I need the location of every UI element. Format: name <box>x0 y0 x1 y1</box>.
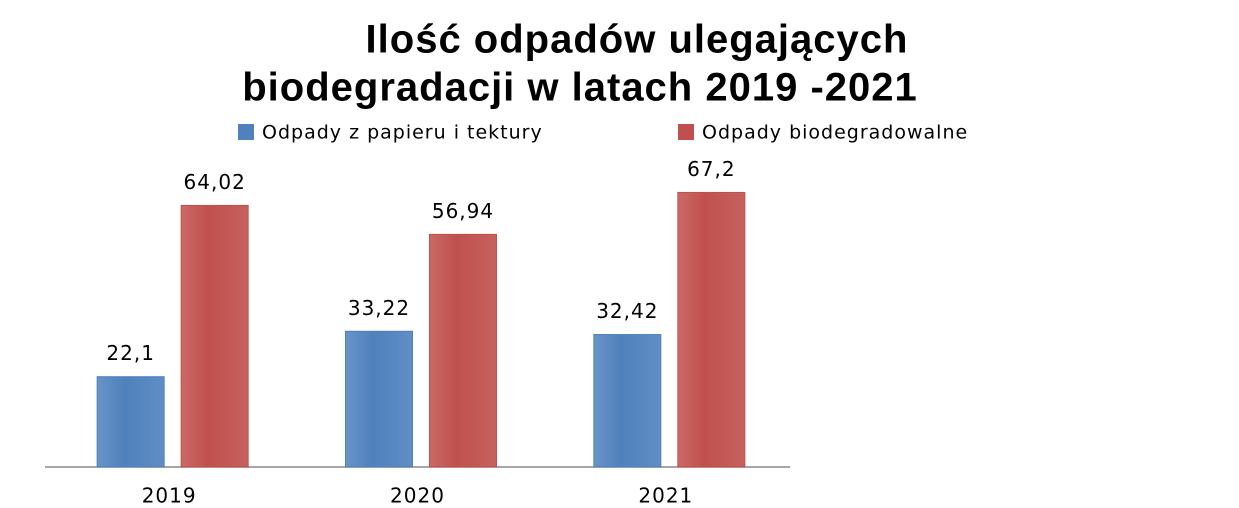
legend-label: Odpady biodegradowalne <box>702 122 968 144</box>
data-label: 64,02 <box>184 170 246 194</box>
bar <box>593 334 662 468</box>
data-label: 67,2 <box>687 157 736 181</box>
legend-swatch <box>238 124 254 140</box>
x-tick-label: 2019 <box>142 484 197 508</box>
chart-title: biodegradacji w latach 2019 -2021 <box>242 66 918 110</box>
bar <box>429 233 497 468</box>
data-label: 22,1 <box>106 341 155 365</box>
bar <box>180 204 249 468</box>
data-label: 56,94 <box>432 199 494 223</box>
data-label: 32,42 <box>596 299 658 323</box>
legend-swatch <box>678 124 694 140</box>
bar <box>345 330 413 468</box>
bar <box>677 191 746 468</box>
bar <box>96 376 165 468</box>
chart-title: Ilość odpadów ulegających <box>366 18 909 62</box>
legend-label: Odpady z papieru i tektury <box>262 122 543 144</box>
x-tick-label: 2021 <box>638 484 693 508</box>
x-tick-label: 2020 <box>390 484 445 508</box>
data-label: 33,22 <box>348 296 410 320</box>
